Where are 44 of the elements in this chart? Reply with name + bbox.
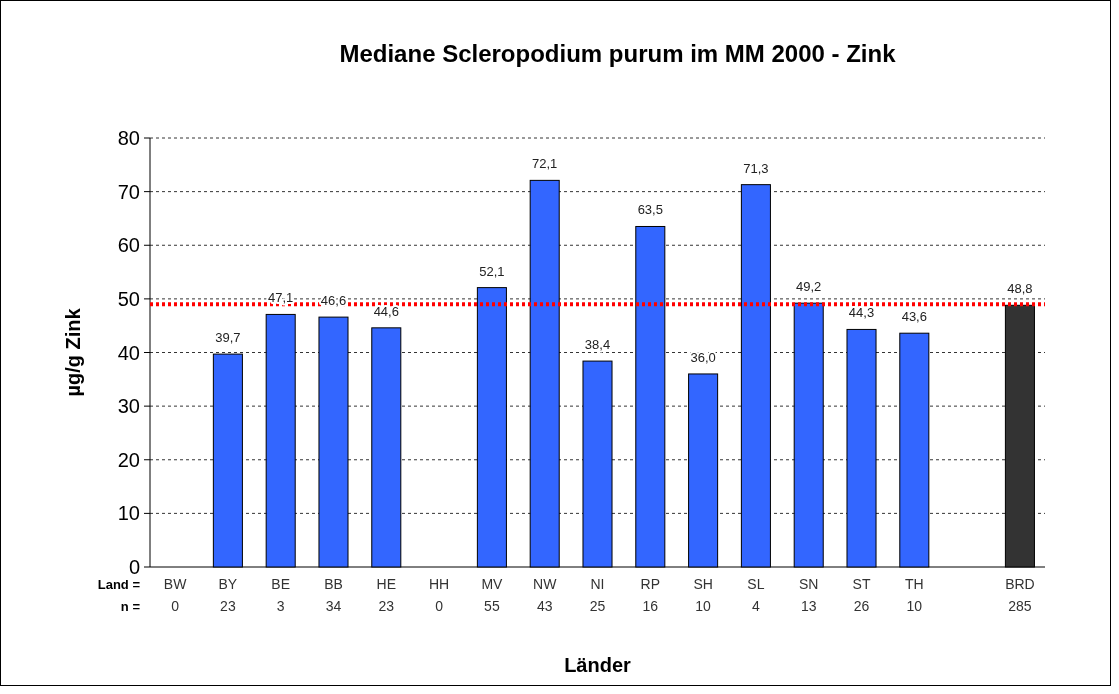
x-tick-label: SN 13 [798,576,819,614]
y-tick-label: 50 [117,287,140,310]
data-label: 44,6 [373,303,399,319]
x-tick-label: BW 0 [163,576,188,614]
x-tick-label: MV 55 [481,576,504,614]
y-tick-label: 20 [117,448,140,471]
x-tick-label: BY 23 [218,576,238,614]
y-tick-label: 80 [117,127,140,149]
x-tick-label: SH 10 [693,576,713,614]
data-label: 47,1 [268,290,294,306]
x-tick-label: BRD 285 [1005,576,1035,614]
x-tick-label: BE 3 [271,576,291,614]
x-tick-label: ST 26 [852,576,871,614]
y-tick-label: 30 [117,395,140,418]
y-tick-label: 60 [117,234,140,257]
x-tick-label: SL 4 [747,576,765,614]
y-tick-label: 70 [117,180,140,203]
text: Land = [97,577,141,592]
data-label: 52,1 [479,263,505,279]
x-tick-label: HE 23 [376,576,397,614]
data-label: 48,8 [1007,281,1033,297]
data-label: 46,6 [320,293,347,309]
x-tick-label: RP 16 [640,576,661,614]
y-tick-label: 40 [117,341,140,364]
data-label: 63,5 [637,202,663,218]
y-axis-title: µg/g Zink [62,307,84,397]
x-tick-label: BB 34 [324,576,343,614]
data-label: 72,1 [532,156,558,172]
y-tick-label: 0 [128,556,140,578]
x-axis-title: Länder [564,654,632,676]
x-tick-label: NI 25 [589,576,606,614]
x-tick-label: NW 43 [533,576,558,614]
data-label: 71,3 [743,160,769,176]
data-label: 49,2 [796,279,822,295]
chart-title: Mediane Scleropodium purum im MM 2000 - Zink [339,40,897,67]
text: n = [120,599,141,614]
data-label: 36,0 [690,349,716,365]
x-tick-label: HH 0 [428,576,450,614]
data-label: 43,6 [901,309,927,325]
data-label: 39,7 [215,330,241,346]
data-label: 44,3 [848,305,875,321]
data-label: 38,4 [584,337,611,353]
y-tick-label: 10 [117,502,140,525]
x-tick-label: TH 10 [904,576,924,614]
